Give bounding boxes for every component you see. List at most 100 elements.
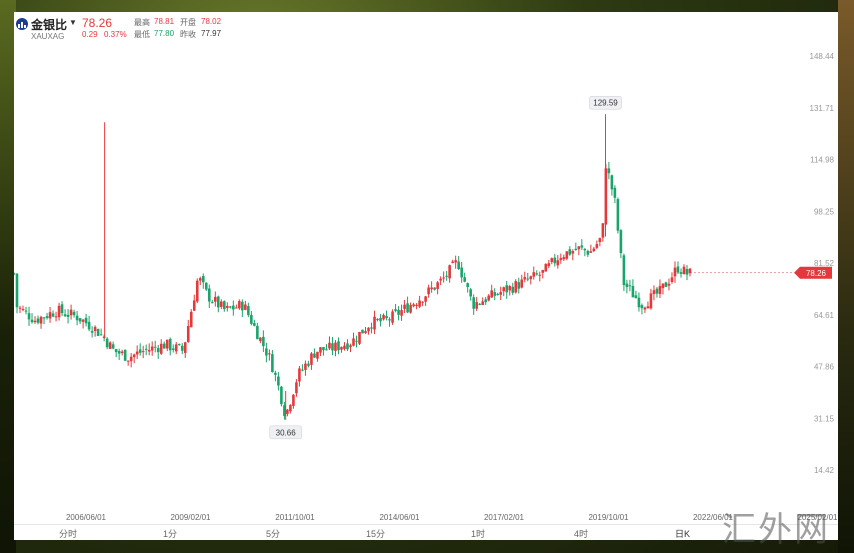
candle-body [180,345,184,351]
candlestick-chart[interactable]: 148.44 131.71 114.98 98.25 81.52 64.61 47.86 31… [14,12,838,524]
candle-body [622,255,626,286]
candle-body [502,287,506,292]
y-tick-label: 31.15 [814,414,835,423]
candle-body [442,277,445,279]
candle-body [475,302,478,309]
candle-body [138,349,142,353]
candle-body [36,318,40,323]
candle-body [625,283,629,288]
candle-body [493,292,497,296]
candle-body [340,347,343,350]
candle-body [253,323,256,326]
candle-body [289,405,292,412]
open-value: 78.02 [201,17,222,26]
tab-4hour[interactable]: 4时 [574,529,589,539]
candle-body [30,319,34,323]
candle-body [535,273,539,275]
candle-body [126,360,130,362]
candle-body [643,307,647,310]
tab-15min[interactable]: 15分 [366,529,386,539]
candle-body [241,301,244,311]
candle-body [114,348,118,353]
candle-body [174,344,178,352]
candle-body [667,283,671,286]
candle-body [550,258,554,263]
candle-body [472,297,475,309]
candle-body [265,348,268,356]
candle-body [544,264,548,272]
candle-body [328,342,331,349]
candle-body [18,307,22,309]
candle-body [51,313,55,317]
x-tick-label: 2011/10/01 [275,513,315,522]
candle-body [102,336,106,339]
candle-body [313,353,316,358]
candle-body [403,304,406,309]
candle-body [415,304,418,306]
y-tick-label: 131.71 [810,104,835,113]
y-tick-label: 148.44 [810,52,835,61]
candle-body [553,257,557,264]
candle-body [400,310,403,316]
candle-body [319,347,322,353]
candle-body [427,287,430,295]
annotation-box [589,95,622,110]
candle-body [310,353,313,365]
x-tick-label: 2014/06/01 [379,513,420,522]
candle-body [24,310,28,312]
tab-5min[interactable]: 5分 [266,529,281,539]
chevron-down-icon[interactable]: ▼ [69,18,77,27]
prev-close-label: 昨收 [180,30,196,39]
candle-body [60,304,64,314]
candle-body [325,349,328,351]
candle-body [514,281,518,293]
candle-body [508,286,512,291]
candle-body [661,283,665,289]
candle-body [418,300,421,307]
high-label: 最高 [134,18,150,27]
candle-body [580,245,584,248]
candle-body [99,334,103,336]
candle-body [256,325,259,340]
candle-body [646,306,650,309]
candle-body [367,327,370,332]
price-change: 0.29 [82,30,98,39]
candle-body [574,248,578,251]
candle-body [262,336,265,347]
candle-body [406,303,409,313]
candle-body [204,282,208,290]
candle-body [69,309,73,316]
candle-body [286,409,289,414]
candle-body [496,293,500,295]
candle-body [682,266,686,275]
open-label: 开盘 [180,18,196,27]
candle-body [433,287,436,290]
candle-body [123,349,127,361]
candle-body [448,265,451,279]
candle-body [238,301,241,309]
candle-body [198,278,202,281]
candle-body [271,354,274,373]
tab-time-sharing[interactable]: 分时 [59,529,78,539]
x-tick-label: 2025/02/01 [797,513,838,522]
candle-body [192,300,196,311]
candle-body [186,325,190,343]
candle-body [361,329,364,334]
candle-body [610,175,614,190]
last-price: 78.26 [82,16,113,30]
candle-body [526,278,530,280]
candle-body [658,285,662,294]
tab-1hour[interactable]: 1时 [471,529,486,539]
candle-body [21,309,25,311]
candle-body [565,251,569,259]
low-label: 最低 [134,30,150,39]
candle-body [168,339,172,351]
candle-body [247,306,250,316]
tab-1min[interactable]: 1分 [163,529,178,539]
background-right [838,0,854,553]
candle-body [547,263,551,267]
candle-body [598,238,602,242]
instrument-name[interactable]: 金银比 [31,18,68,32]
tab-daily[interactable]: 日K [675,529,691,539]
candle-body [481,301,484,306]
